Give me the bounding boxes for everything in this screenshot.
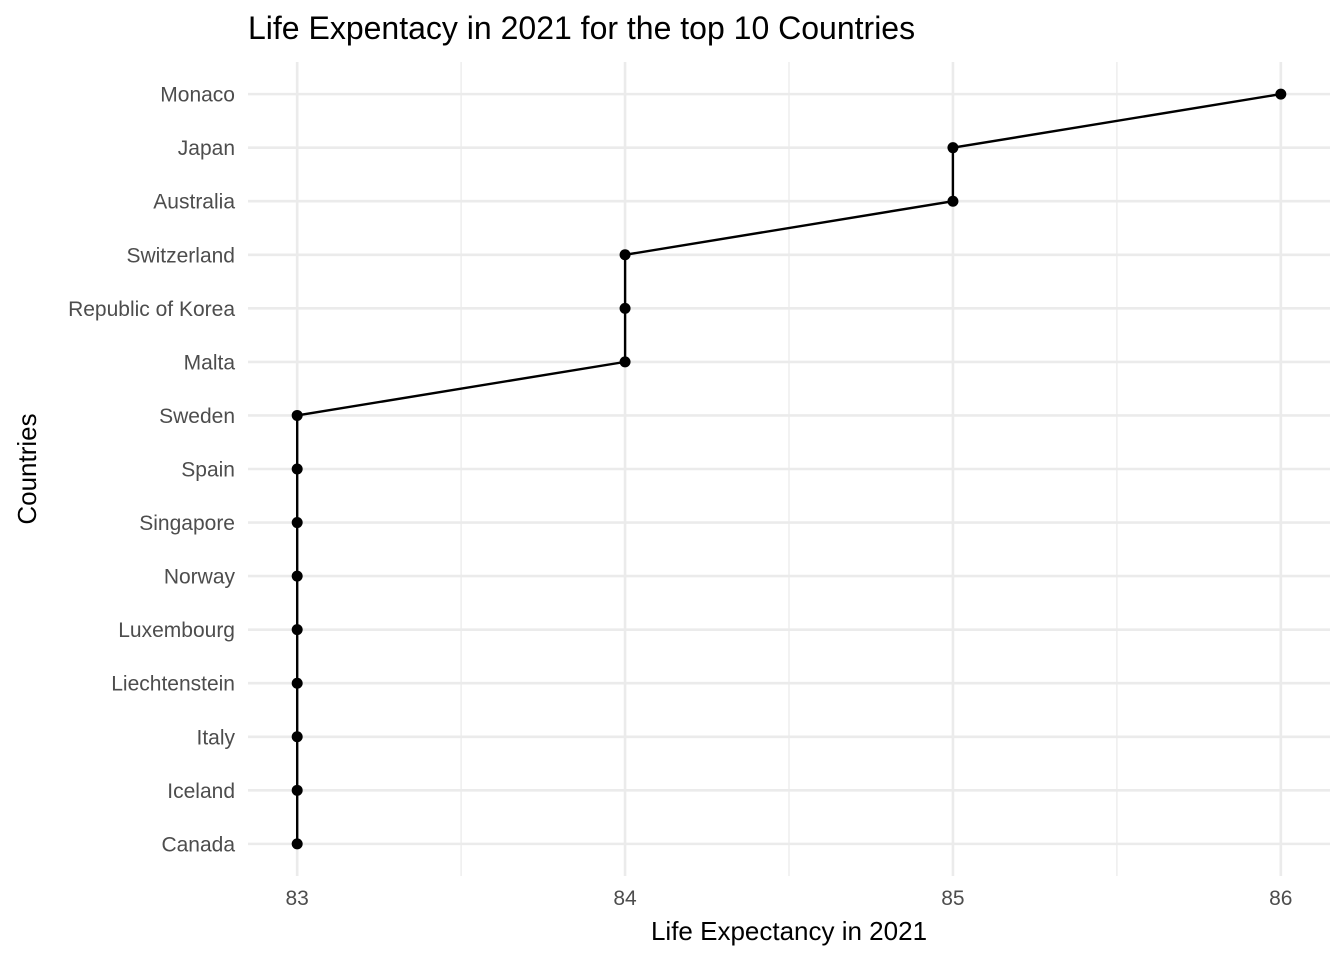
data-point: [947, 195, 959, 207]
chart-title: Life Expentacy in 2021 for the top 10 Co…: [248, 10, 915, 46]
data-point: [291, 409, 303, 421]
data-point: [291, 517, 303, 529]
y-tick-label: Monaco: [160, 84, 235, 107]
y-tick-label: Sweden: [159, 405, 235, 428]
data-point: [291, 624, 303, 636]
tick-labels: 83 84 85 86 Canada Iceland Italy Liechtenstein L…: [68, 84, 1292, 910]
data-point: [291, 677, 303, 689]
y-tick-label: Switzerland: [126, 244, 235, 267]
y-tick-label: Norway: [164, 566, 236, 589]
data-point: [291, 784, 303, 796]
x-tick-label: 84: [613, 887, 637, 910]
data-point: [619, 249, 631, 261]
data-point: [291, 570, 303, 582]
x-tick-label: 83: [286, 887, 309, 910]
y-tick-label: Iceland: [167, 780, 235, 803]
data-point: [619, 302, 631, 314]
y-tick-label: Italy: [196, 726, 235, 749]
y-tick-label: Liechtenstein: [111, 673, 235, 696]
x-tick-label: 86: [1269, 887, 1292, 910]
y-tick-label: Australia: [153, 191, 235, 214]
y-tick-label: Malta: [184, 351, 236, 374]
x-axis-title: Life Expectancy in 2021: [651, 916, 927, 946]
y-tick-label: Spain: [181, 459, 235, 482]
series: [291, 88, 1287, 850]
data-point: [619, 356, 631, 368]
data-point: [1275, 88, 1287, 100]
data-point: [947, 142, 959, 154]
x-tick-label: 85: [941, 887, 964, 910]
y-tick-label: Luxembourg: [118, 619, 235, 642]
y-tick-label: Canada: [161, 833, 235, 856]
data-point: [291, 731, 303, 743]
y-axis-title: Countries: [12, 413, 42, 524]
y-tick-label: Republic of Korea: [68, 298, 235, 321]
y-tick-label: Singapore: [139, 512, 235, 535]
data-point: [291, 463, 303, 475]
grid: [248, 62, 1330, 876]
y-tick-label: Japan: [178, 137, 235, 160]
data-point: [291, 838, 303, 850]
